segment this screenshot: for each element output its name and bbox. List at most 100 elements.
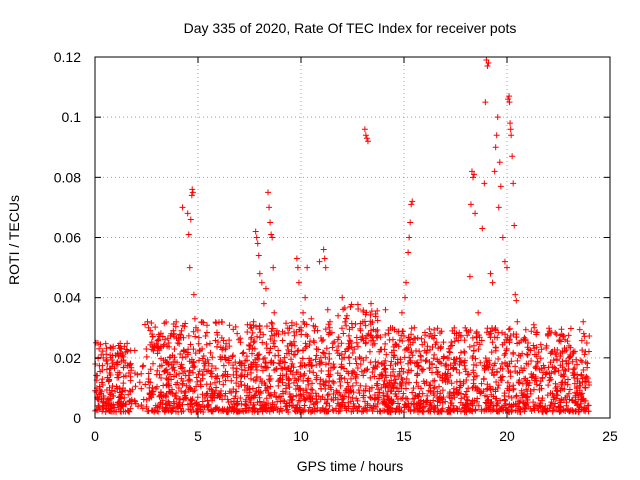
scatter-point [181,348,188,355]
scatter-point [403,375,410,382]
scatter-point [247,342,254,349]
scatter-point [318,359,325,366]
scatter-point [476,341,483,348]
scatter-point [490,362,497,369]
scatter-point [475,402,482,409]
scatter-point [276,408,283,415]
scatter-point [353,379,360,386]
scatter-point [480,376,487,383]
scatter-point [148,389,155,396]
scatter-point [118,401,125,408]
scatter-point [295,397,302,404]
scatter-point [547,376,554,383]
scatter-point [236,360,243,367]
scatter-point [417,352,424,359]
scatter-point [337,382,344,389]
scatter-point [110,392,117,399]
scatter-point [303,385,310,392]
scatter-point [96,383,103,390]
scatter-point [111,365,118,372]
scatter-point [394,328,401,335]
scatter-point [448,380,455,387]
scatter-point [322,361,329,368]
scatter-point [349,394,356,401]
scatter-point [279,337,286,344]
scatter-point [350,389,357,396]
scatter-point [258,279,265,286]
scatter-point [184,210,191,217]
scatter-point [102,405,109,412]
scatter-point [482,355,489,362]
scatter-point [444,378,451,385]
scatter-point [524,379,531,386]
scatter-point [496,159,503,166]
scatter-point [315,346,322,353]
scatter-point [367,374,374,381]
scatter-point [321,382,328,389]
scatter-point [457,333,464,340]
scatter-point [392,379,399,386]
scatter-point [410,335,417,342]
scatter-point [167,389,174,396]
scatter-point [317,376,324,383]
scatter-point [424,392,431,399]
scatter-point [100,394,107,401]
scatter-point [360,308,367,315]
scatter-point [571,365,578,372]
scatter-point [580,367,587,374]
scatter-point [116,369,123,376]
scatter-point [252,392,259,399]
scatter-point [512,363,519,370]
scatter-point [294,401,301,408]
scatter-point [163,366,170,373]
scatter-point [160,342,167,349]
scatter-point [162,404,169,411]
scatter-point [514,357,521,364]
scatter-point [285,346,292,353]
scatter-point [253,367,260,374]
scatter-point [439,387,446,394]
scatter-point [263,323,270,330]
scatter-point [511,222,518,229]
scatter-point [251,338,258,345]
scatter-point [242,398,249,405]
scatter-point [461,362,468,369]
scatter-point [386,336,393,343]
scatter-point [193,400,200,407]
scatter-point [185,346,192,353]
scatter-point [98,379,105,386]
scatter-point [271,343,278,350]
scatter-point [411,400,418,407]
scatter-point [464,397,471,404]
scatter-point [349,382,356,389]
scatter-point [430,355,437,362]
scatter-point [122,359,129,366]
scatter-point [341,375,348,382]
scatter-point [583,378,590,385]
scatter-point [466,343,473,350]
scatter-point [453,388,460,395]
scatter-point [107,344,114,351]
scatter-point [370,337,377,344]
scatter-point [582,408,589,415]
scatter-point [332,394,339,401]
scatter-point [284,365,291,372]
scatter-point [339,294,346,301]
scatter-point [317,385,324,392]
scatter-point [565,332,572,339]
scatter-point [126,408,133,415]
scatter-point [150,360,157,367]
scatter-point [566,396,573,403]
scatter-point [143,403,150,410]
scatter-point [492,386,499,393]
scatter-point [438,344,445,351]
scatter-point [582,359,589,366]
scatter-point [330,407,337,414]
scatter-point [461,359,468,366]
scatter-point [554,392,561,399]
scatter-point [346,360,353,367]
scatter-point [530,342,537,349]
scatter-point [249,385,256,392]
scatter-point [237,394,244,401]
scatter-point [118,408,125,415]
